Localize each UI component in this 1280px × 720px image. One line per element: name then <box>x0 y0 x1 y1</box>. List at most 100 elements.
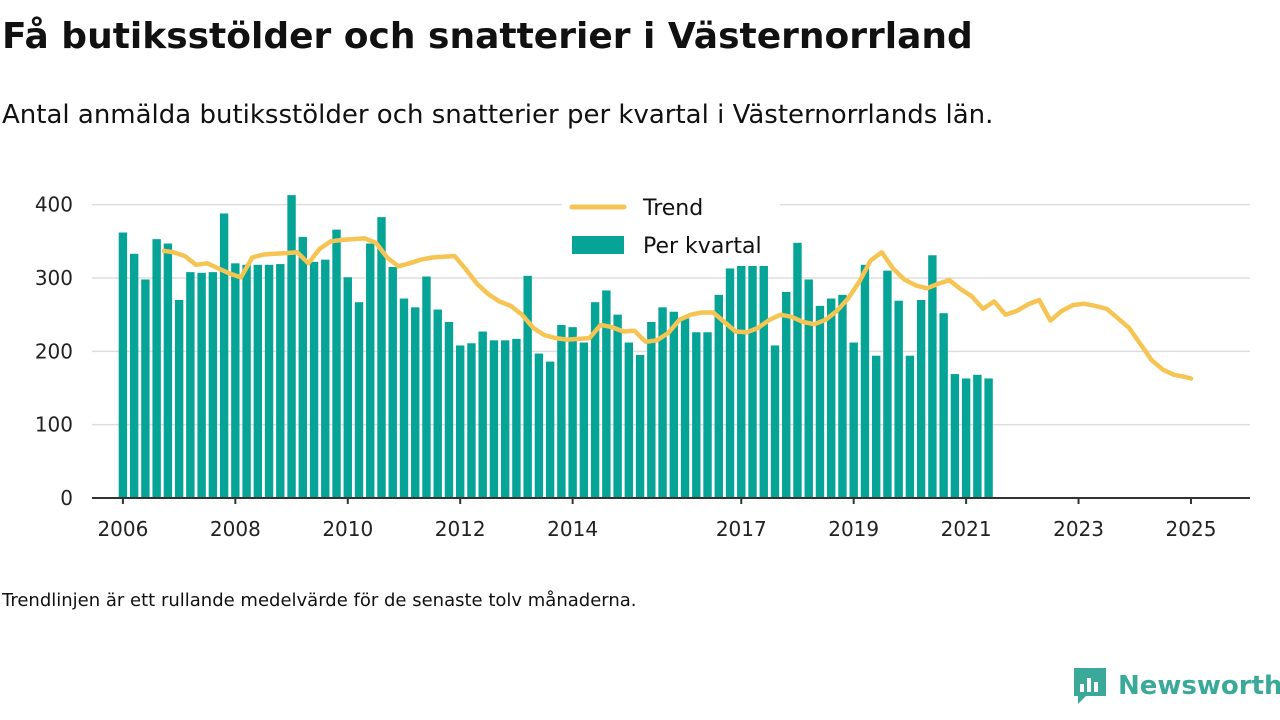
bar <box>422 276 431 498</box>
bar <box>152 239 161 498</box>
bar <box>242 264 251 498</box>
x-tick-label: 2023 <box>1053 517 1104 541</box>
bar <box>366 243 375 498</box>
bar <box>512 338 521 498</box>
bar <box>287 195 296 498</box>
bar <box>928 255 937 498</box>
bar <box>658 307 667 498</box>
bar <box>793 242 802 498</box>
bar <box>782 291 791 498</box>
bar <box>815 305 825 498</box>
bar <box>129 253 139 498</box>
bar <box>950 374 960 498</box>
trend-line <box>161 236 1194 381</box>
bar <box>894 300 903 498</box>
bar <box>253 264 263 498</box>
bar <box>703 332 712 498</box>
bar <box>388 267 397 498</box>
bar <box>961 378 971 498</box>
bar <box>804 279 813 498</box>
bar <box>197 272 206 498</box>
brand-logo: Newsworthy <box>1072 666 1280 706</box>
brand-name: Newsworthy <box>1118 671 1280 701</box>
bar <box>208 272 218 498</box>
bar <box>377 217 386 498</box>
bar <box>321 259 330 498</box>
bar <box>838 294 847 498</box>
bar <box>916 300 926 498</box>
bar <box>489 340 499 498</box>
y-tick-label: 300 <box>35 266 73 290</box>
bar <box>231 263 240 498</box>
bar <box>309 261 319 498</box>
bar <box>602 290 611 498</box>
bar <box>714 294 723 498</box>
bar <box>298 236 308 498</box>
bar <box>444 322 454 498</box>
x-tick-label: 2021 <box>941 517 992 541</box>
bar <box>186 272 195 498</box>
x-tick-label: 2019 <box>828 517 879 541</box>
legend-bar-swatch <box>572 236 624 254</box>
page-title: Få butiksstölder och snatterier i Väster… <box>2 16 973 57</box>
bar <box>883 270 892 498</box>
bar <box>568 327 577 498</box>
bar <box>163 243 173 498</box>
x-tick-label: 2012 <box>435 517 486 541</box>
bar <box>264 264 274 498</box>
bar <box>433 309 442 498</box>
bar <box>827 298 836 498</box>
bar <box>871 355 881 498</box>
bar-line-chart: 0 100 200 300 400 2006 2008 2010 2012 2014 2017 201… <box>35 188 1250 541</box>
bar <box>725 268 735 498</box>
y-tick-label: 200 <box>35 339 73 363</box>
bar <box>118 232 128 498</box>
bar <box>669 311 679 498</box>
bar <box>860 264 870 498</box>
bar <box>692 332 701 498</box>
y-tick-label: 100 <box>35 413 73 437</box>
bar <box>545 361 555 498</box>
bar <box>973 374 982 498</box>
bar-chart-logo-icon <box>1074 668 1106 704</box>
legend-trend-label: Trend <box>642 196 703 221</box>
bar <box>534 353 544 498</box>
bar <box>613 314 622 498</box>
bar <box>354 302 364 498</box>
bar <box>939 313 948 498</box>
bar <box>635 355 645 498</box>
bar <box>478 331 487 498</box>
bar <box>174 300 184 498</box>
bar <box>219 213 229 498</box>
legend-bar-label: Per kvartal <box>643 234 762 259</box>
bar <box>557 324 566 498</box>
y-tick-label: 0 <box>60 486 73 510</box>
bar <box>467 343 476 498</box>
bar <box>579 342 589 498</box>
bar <box>276 264 285 498</box>
bar <box>411 307 420 498</box>
bar <box>647 322 656 498</box>
bar <box>332 229 341 498</box>
bar <box>343 277 352 498</box>
x-tick-label: 2010 <box>322 517 373 541</box>
bar <box>737 252 746 498</box>
bar <box>624 342 634 498</box>
x-tick-label: 2014 <box>547 517 598 541</box>
x-tick-label: 2008 <box>210 517 261 541</box>
bar <box>770 345 780 498</box>
bar <box>849 342 858 498</box>
bar <box>399 298 409 498</box>
bar <box>984 378 993 498</box>
bar <box>680 318 690 498</box>
bar <box>759 262 768 498</box>
bar <box>455 345 465 498</box>
bar <box>500 340 510 498</box>
page-subtitle: Antal anmälda butiksstölder och snatteri… <box>2 100 994 130</box>
bar <box>141 279 150 498</box>
bar <box>523 275 532 498</box>
y-tick-label: 400 <box>35 193 73 217</box>
x-tick-label: 2017 <box>716 517 767 541</box>
bar <box>905 355 915 498</box>
bar <box>748 225 757 498</box>
